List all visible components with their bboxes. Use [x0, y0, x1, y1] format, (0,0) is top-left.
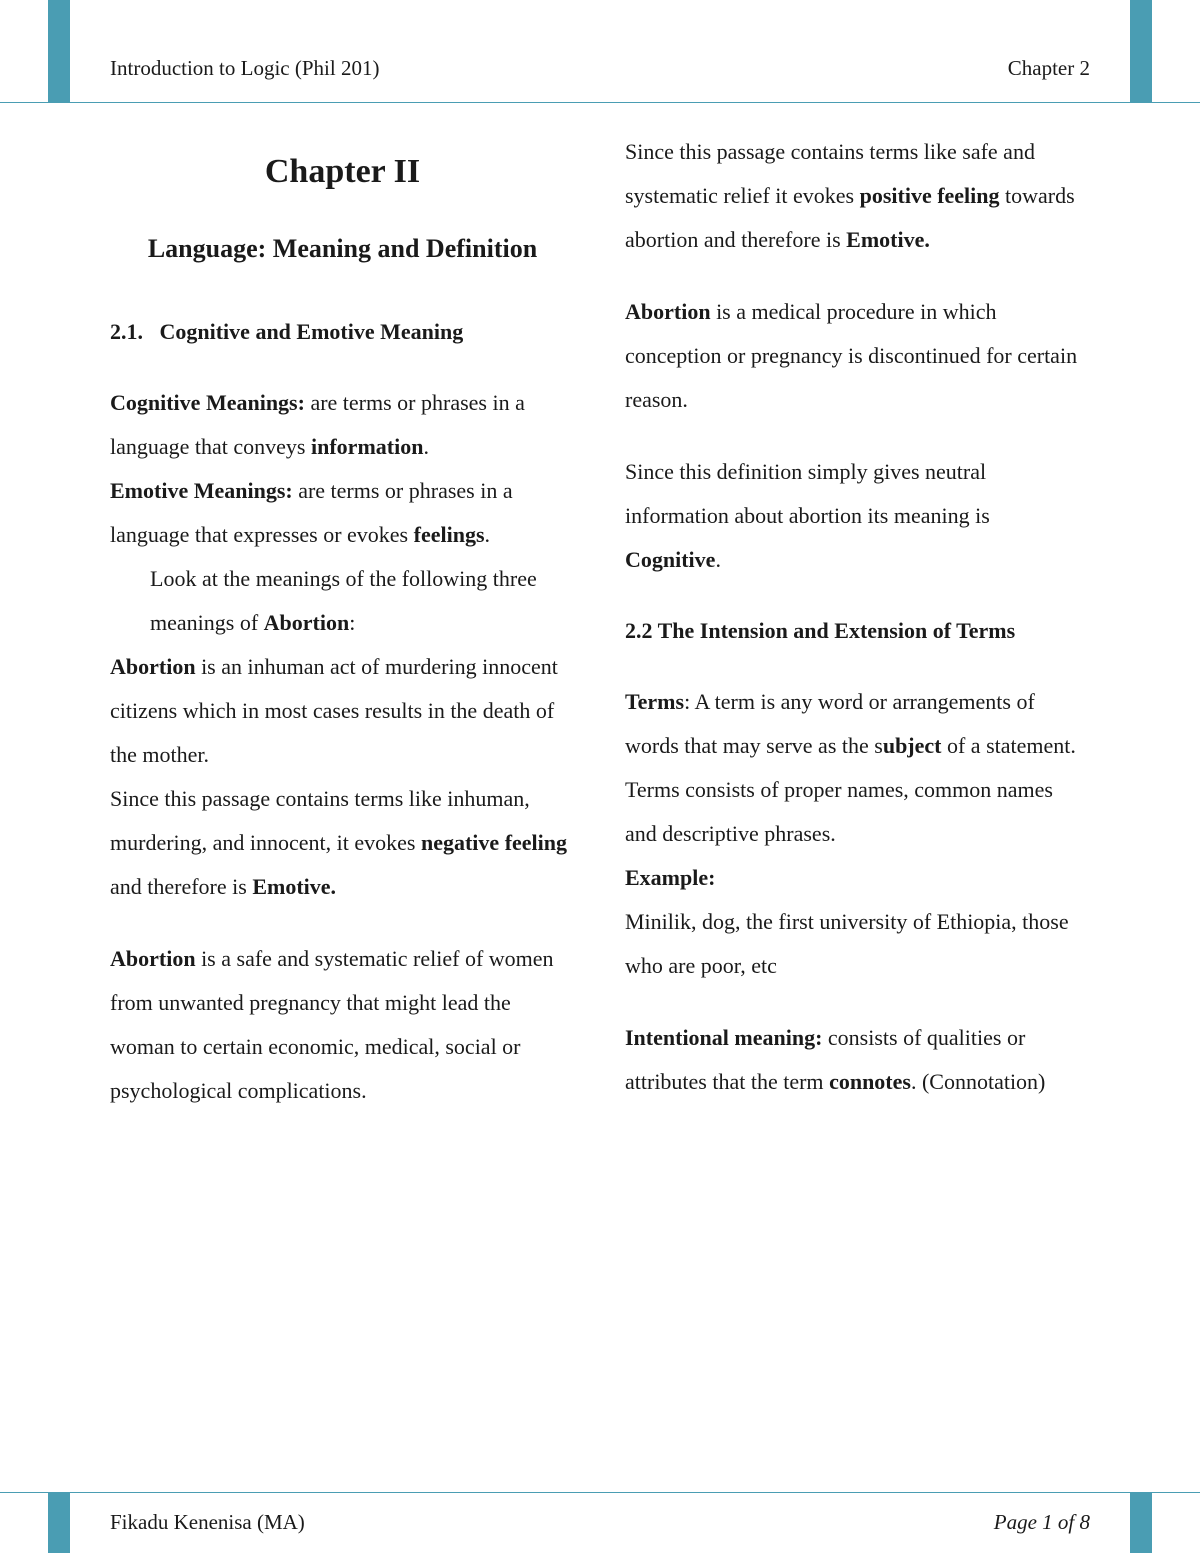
abortion-example-1-explain: Since this passage contains terms like i…: [110, 777, 575, 909]
cognitive-meanings-def: Cognitive Meanings: are terms or phrases…: [110, 381, 575, 469]
header-chapter-number: Chapter 2: [1008, 56, 1090, 81]
page-header: Introduction to Logic (Phil 201) Chapter…: [110, 56, 1090, 81]
section-title: Cognitive and Emotive Meaning: [160, 319, 464, 344]
footer-page-number: Page 1 of 8: [994, 1510, 1090, 1535]
abortion-example-1: Abortion is an inhuman act of murdering …: [110, 645, 575, 777]
abortion-example-3-explain: Since this definition simply gives neutr…: [625, 450, 1090, 582]
emotive-meanings-def: Emotive Meanings: are terms or phrases i…: [110, 469, 575, 557]
accent-bar-bottom-left: [48, 1493, 70, 1553]
accent-bar-top-left: [48, 0, 70, 102]
example-label: Example:: [625, 856, 1090, 900]
section-2-1-heading: 2.1. Cognitive and Emotive Meaning: [110, 311, 575, 353]
header-rule: [0, 102, 1200, 103]
emotive-label: Emotive Meanings:: [110, 478, 293, 503]
example-body: Minilik, dog, the first university of Et…: [625, 900, 1090, 988]
header-course-title: Introduction to Logic (Phil 201): [110, 56, 379, 81]
section-2-2-heading: 2.2 The Intension and Extension of Terms: [625, 610, 1090, 652]
page-footer: Fikadu Kenenisa (MA) Page 1 of 8: [110, 1510, 1090, 1535]
section-number: 2.1.: [110, 319, 143, 344]
cognitive-label: Cognitive Meanings:: [110, 390, 305, 415]
accent-bar-bottom-right: [1130, 1493, 1152, 1553]
document-body: Chapter II Language: Meaning and Definit…: [110, 130, 1090, 1473]
intentional-meaning-def: Intentional meaning: consists of qualiti…: [625, 1016, 1090, 1104]
terms-definition: Terms: A term is any word or arrangement…: [625, 680, 1090, 856]
accent-bar-top-right: [1130, 0, 1152, 102]
abortion-example-2-explain: Since this passage contains terms like s…: [625, 130, 1090, 262]
abortion-example-3: Abortion is a medical procedure in which…: [625, 290, 1090, 422]
footer-author: Fikadu Kenenisa (MA): [110, 1510, 305, 1535]
chapter-subtitle: Language: Meaning and Definition: [110, 224, 575, 273]
abortion-example-2: Abortion is a safe and systematic relief…: [110, 937, 575, 1113]
look-at-prompt: Look at the meanings of the following th…: [110, 557, 575, 645]
footer-rule: [0, 1492, 1200, 1493]
chapter-title: Chapter II: [110, 138, 575, 206]
